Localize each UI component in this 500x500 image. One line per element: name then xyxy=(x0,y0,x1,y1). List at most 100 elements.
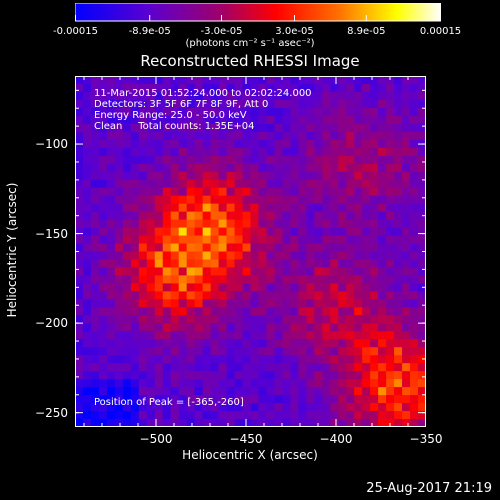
heatmap-cell xyxy=(282,211,291,221)
heatmap-cell xyxy=(290,139,299,149)
heatmap-cell xyxy=(122,403,132,412)
heatmap-cell xyxy=(410,371,419,380)
heatmap-cell xyxy=(242,195,252,205)
heatmap-cell xyxy=(194,363,204,372)
heatmap-cell xyxy=(290,115,299,125)
heatmap-cell xyxy=(250,235,260,245)
heatmap-cell xyxy=(306,379,315,388)
heatmap-cell xyxy=(122,299,132,308)
heatmap-cell xyxy=(370,211,379,221)
heatmap-cell xyxy=(90,419,100,427)
heatmap-cell xyxy=(106,291,116,300)
heatmap-cell xyxy=(202,131,212,141)
heatmap-cell xyxy=(354,139,363,149)
heatmap-cell xyxy=(106,179,116,189)
heatmap-cell xyxy=(146,163,156,173)
heatmap-cell xyxy=(250,259,260,269)
heatmap-cell xyxy=(226,107,236,117)
heatmap-cell xyxy=(138,147,148,157)
heatmap-cell xyxy=(226,195,236,205)
heatmap-cell xyxy=(306,147,315,157)
heatmap-cell xyxy=(210,275,220,285)
heatmap-cell xyxy=(386,115,395,125)
heatmap-cell xyxy=(178,211,188,221)
heatmap-cell xyxy=(178,179,188,189)
heatmap-cell xyxy=(370,323,379,332)
heatmap-cell xyxy=(114,187,124,197)
heatmap-cell xyxy=(210,283,220,292)
heatmap-cell xyxy=(114,251,124,261)
heatmap-cell xyxy=(170,139,180,149)
heatmap-cell xyxy=(138,363,148,372)
heatmap-cell xyxy=(162,115,172,125)
heatmap-cell xyxy=(370,219,379,229)
heatmap-cell xyxy=(98,131,108,141)
heatmap-cell xyxy=(266,363,276,372)
heatmap-cell xyxy=(234,227,244,237)
heatmap-cell xyxy=(306,331,315,340)
heatmap-cell xyxy=(314,395,323,404)
heatmap-cell xyxy=(106,195,116,205)
y-tick-label: −150 xyxy=(35,226,68,241)
heatmap-cell xyxy=(298,371,307,380)
heatmap-cell xyxy=(226,331,236,340)
heatmap-cell xyxy=(106,99,116,109)
heatmap-cell xyxy=(242,227,252,237)
heatmap-cell xyxy=(266,251,276,261)
heatmap-cell xyxy=(90,147,100,157)
heatmap-cell xyxy=(410,387,419,396)
heatmap-cell xyxy=(362,107,371,117)
heatmap-cell xyxy=(338,395,347,404)
heatmap-cell xyxy=(274,139,284,149)
heatmap-cell xyxy=(98,219,108,229)
heatmap-cell xyxy=(114,371,124,380)
heatmap-cell xyxy=(114,291,124,300)
heatmap-cell xyxy=(75,419,84,427)
heatmap-cell xyxy=(258,163,268,173)
heatmap-cell xyxy=(218,315,228,324)
heatmap-cell xyxy=(250,275,260,285)
heatmap-cell xyxy=(258,115,268,125)
heatmap-cell xyxy=(98,171,108,181)
heatmap-cell xyxy=(90,163,100,173)
heatmap-cell xyxy=(306,211,315,221)
heatmap-cell xyxy=(202,323,212,332)
heatmap-cell xyxy=(418,379,426,388)
heatmap-cell xyxy=(122,163,132,173)
heatmap-cell xyxy=(386,339,395,348)
heatmap-cell xyxy=(418,99,426,109)
heatmap-cell xyxy=(178,395,188,404)
heatmap-cell xyxy=(386,139,395,149)
heatmap-cell xyxy=(362,83,371,93)
heatmap-cell xyxy=(354,163,363,173)
heatmap-cell xyxy=(234,307,244,316)
heatmap-cell xyxy=(370,331,379,340)
heatmap-cell xyxy=(298,403,307,412)
heatmap-cell xyxy=(218,115,228,125)
heatmap-cell xyxy=(202,267,212,277)
heatmap-cell xyxy=(202,331,212,340)
heatmap-cell xyxy=(106,171,116,181)
heatmap-cell xyxy=(82,307,92,316)
heatmap-cell xyxy=(154,387,164,396)
heatmap-cell xyxy=(322,315,331,324)
heatmap-cell xyxy=(386,387,395,396)
heatmap-cell xyxy=(218,107,228,117)
heatmap-cell xyxy=(82,299,92,308)
heatmap-cell xyxy=(370,379,379,388)
heatmap-cell xyxy=(162,299,172,308)
heatmap-cell xyxy=(130,83,140,93)
heatmap-cell xyxy=(418,163,426,173)
peak-position: Position of Peak = [-365,-260] xyxy=(94,397,244,408)
heatmap-cell xyxy=(186,307,196,316)
heatmap-cell xyxy=(218,147,228,157)
heatmap-cell xyxy=(394,187,403,197)
heatmap-cell xyxy=(306,155,315,165)
heatmap-cell xyxy=(82,371,92,380)
heatmap-cell xyxy=(346,291,355,300)
heatmap-cell xyxy=(402,139,411,149)
heatmap-cell xyxy=(346,323,355,332)
heatmap-cell xyxy=(402,339,411,348)
heatmap-cell xyxy=(82,219,92,229)
heatmap-cell xyxy=(106,363,116,372)
